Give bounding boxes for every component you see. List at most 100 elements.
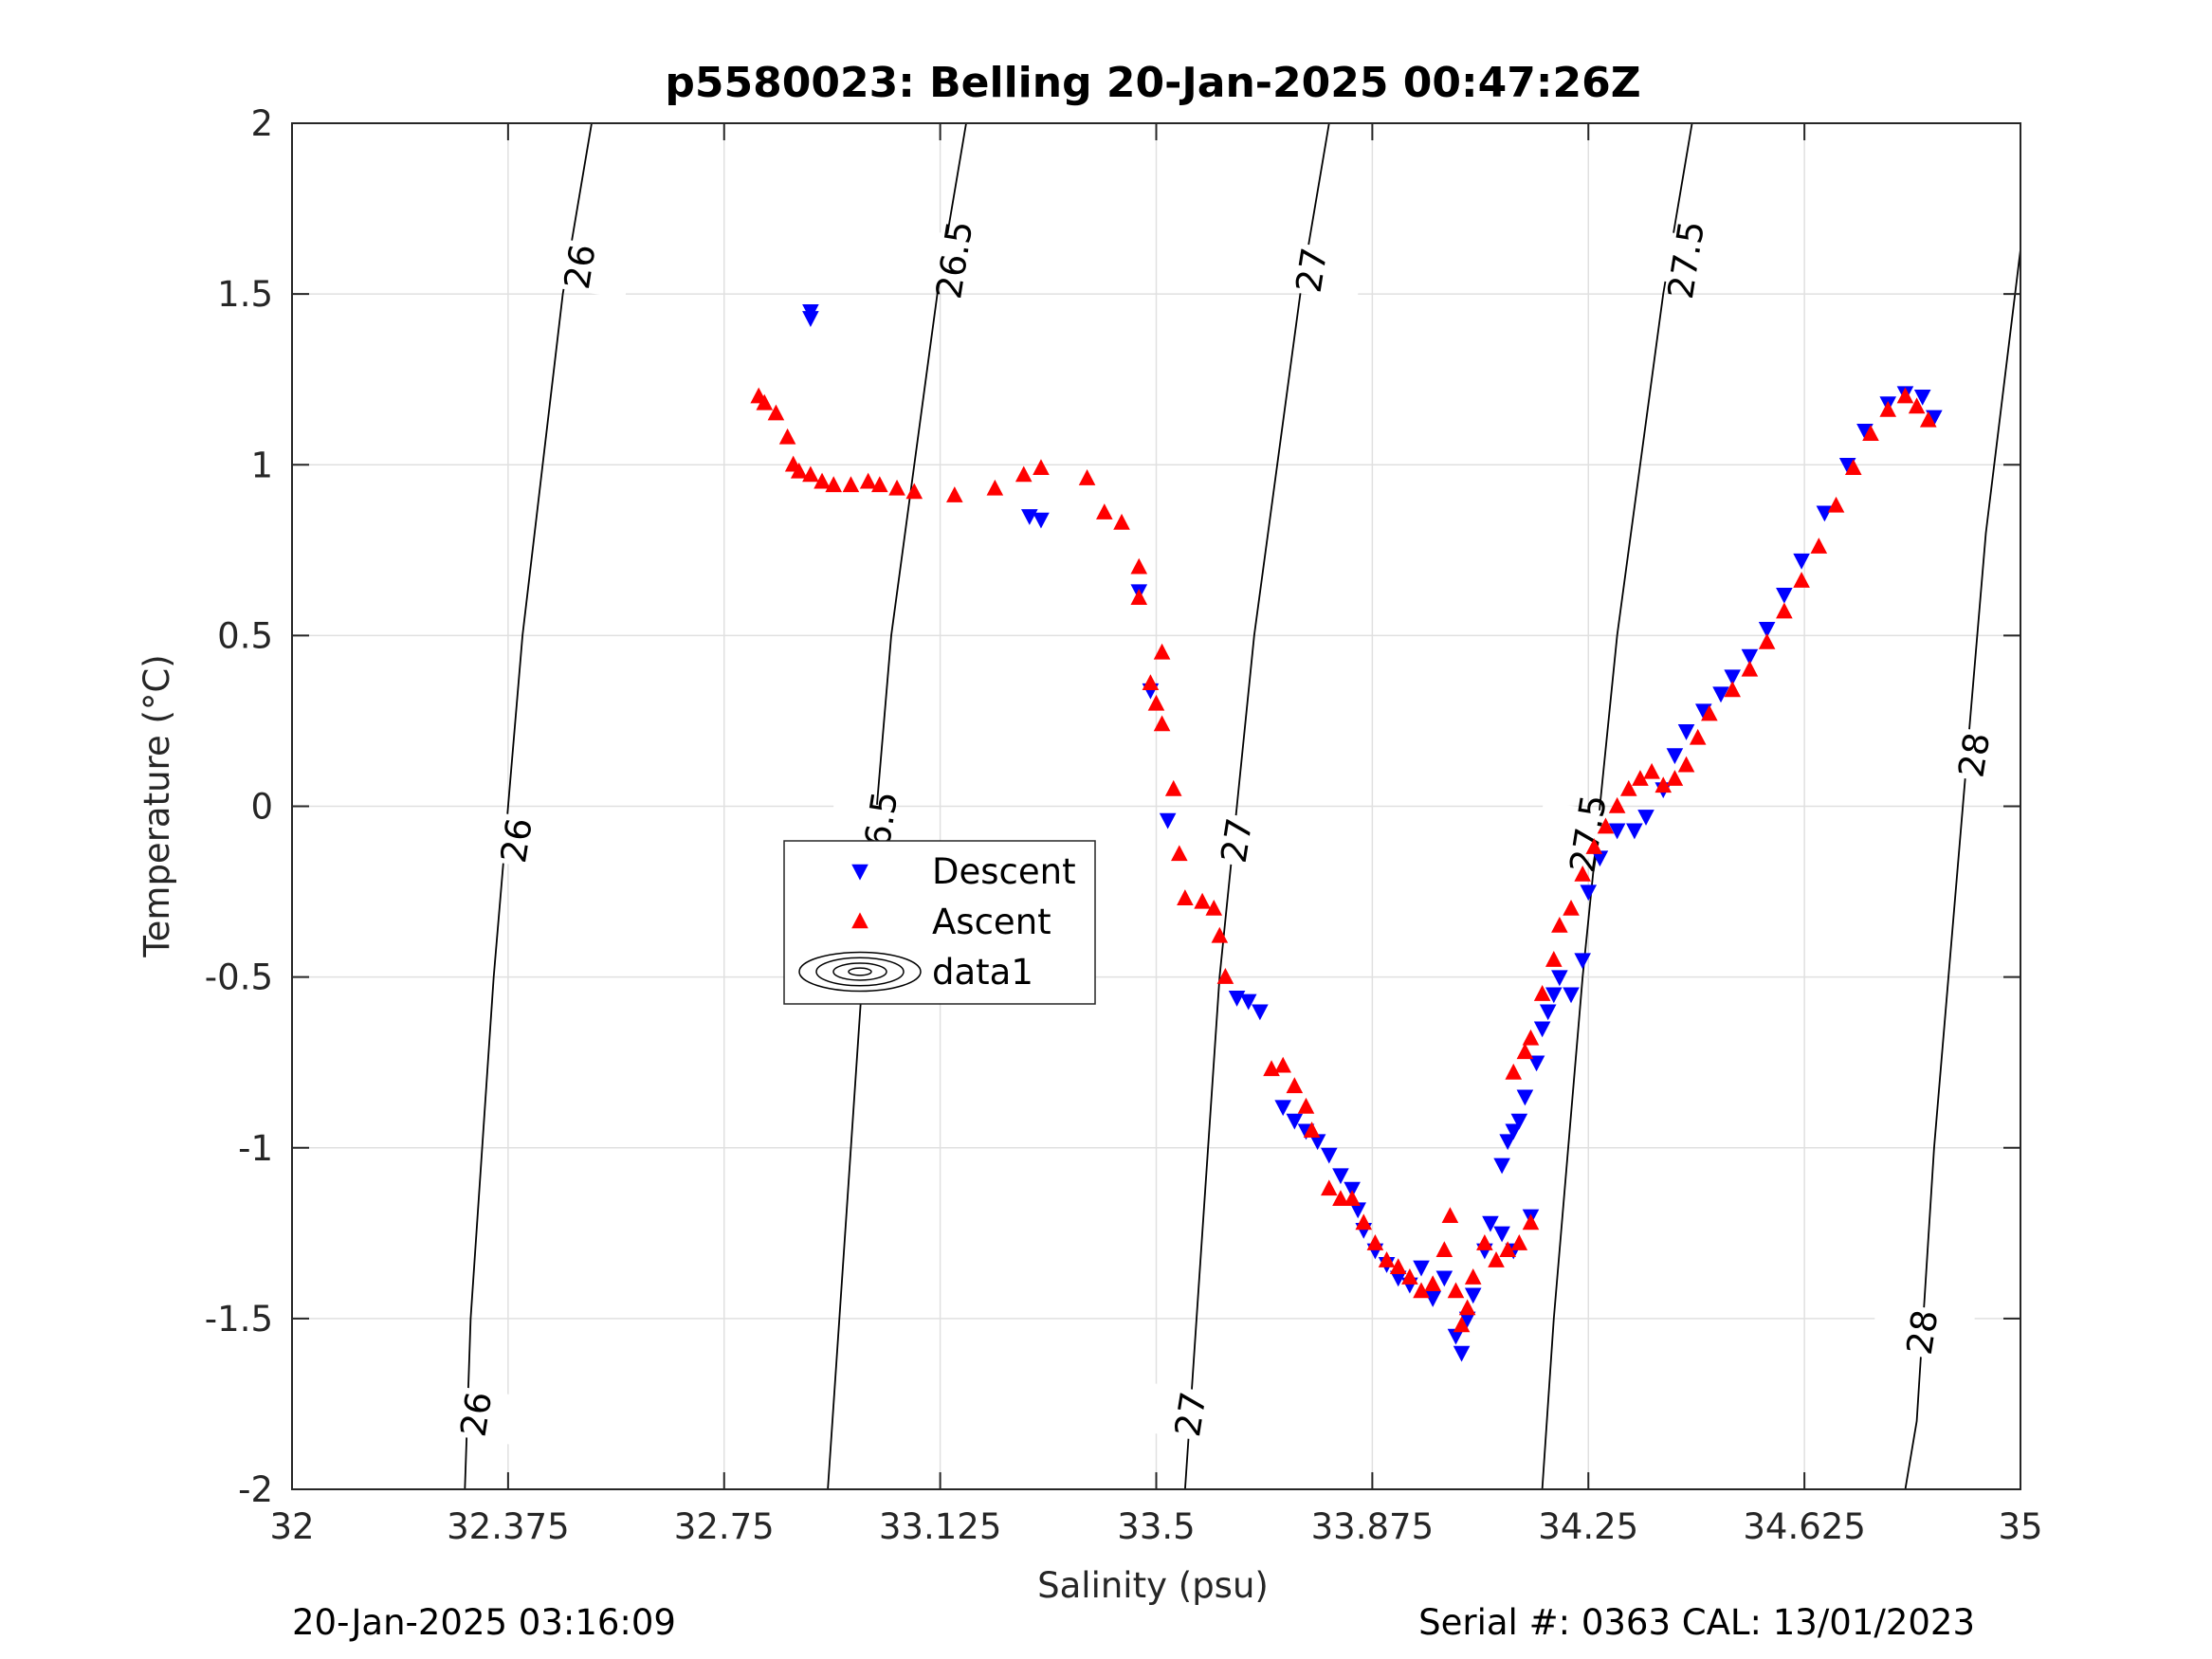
axes: 32 32.375 32.75 33.125 33.5 33.875 34.25 34.625… <box>205 103 2043 1547</box>
ascent-point <box>1563 899 1580 916</box>
legend-box <box>783 840 1096 1005</box>
descent-point <box>1308 1134 1326 1151</box>
ascent-point <box>814 472 831 489</box>
legend-descent-marker <box>851 864 868 881</box>
ascent-point <box>1643 762 1660 779</box>
descent-point <box>802 311 819 327</box>
descent-point <box>1758 621 1776 638</box>
descent-point <box>1793 553 1810 570</box>
ascent-point <box>1332 1190 1349 1206</box>
descent-point <box>1694 703 1712 720</box>
legend: Descent Ascent data1 <box>783 840 1096 1005</box>
descent-point <box>1591 850 1609 867</box>
ascent-point <box>1211 926 1229 943</box>
ascent-point <box>1776 602 1793 619</box>
ascent-point <box>1689 728 1707 745</box>
contour-label: 26 <box>557 242 604 292</box>
descent-point <box>1516 1089 1534 1106</box>
ascent-point <box>802 465 819 483</box>
contour-label-bg <box>464 808 570 873</box>
descent-point <box>1816 505 1834 522</box>
ascent-point <box>1919 410 1937 428</box>
ascent-point <box>1413 1282 1430 1299</box>
ascent-point <box>778 428 796 445</box>
data-points <box>750 303 1943 1362</box>
ascent-point <box>1355 1213 1373 1231</box>
ascent-point <box>1096 503 1113 520</box>
series-descent <box>802 303 1943 1362</box>
descent-point <box>1712 686 1729 703</box>
contour-label-bg <box>1535 801 1641 866</box>
grid <box>291 122 2021 1490</box>
descent-point <box>1252 1004 1269 1021</box>
descent-point <box>1838 458 1856 474</box>
ascent-point <box>986 479 1004 496</box>
ascent-point <box>1724 681 1741 698</box>
ascent-point <box>1205 899 1223 916</box>
descent-point <box>1505 1123 1523 1140</box>
ascent-point <box>1608 796 1626 813</box>
contour-label-bg <box>1138 1381 1244 1447</box>
ascent-point <box>1488 1251 1505 1267</box>
ascent-point <box>1378 1251 1396 1267</box>
descent-point <box>1677 724 1695 740</box>
descent-point <box>1321 1147 1338 1164</box>
ascent-point <box>1130 589 1148 605</box>
ascent-point <box>1441 1207 1459 1223</box>
descent-point <box>1510 1113 1528 1130</box>
ascent-point <box>767 404 785 421</box>
ascent-point <box>1879 401 1897 417</box>
ascent-point <box>1033 459 1050 476</box>
ascent-point <box>1113 513 1130 530</box>
descent-point <box>1563 987 1580 1004</box>
ascent-point <box>756 393 774 410</box>
ascent-point <box>1194 892 1211 909</box>
contour-label-bg <box>1184 808 1290 873</box>
descent-point <box>1856 424 1874 440</box>
descent-point <box>1724 669 1741 686</box>
ascent-point <box>1810 538 1828 554</box>
ascent-point <box>1015 465 1033 483</box>
legend-contour-marker <box>848 967 872 976</box>
descent-point <box>1482 1215 1499 1232</box>
y-tick-label: 0 <box>250 787 273 828</box>
descent-point <box>1464 1287 1482 1304</box>
y-tick-label: -1.5 <box>205 1299 273 1340</box>
contour-label: 27 <box>1167 1389 1215 1439</box>
contour-label-bg <box>1921 722 2027 788</box>
y-tick-label: -0.5 <box>205 957 273 998</box>
ascent-point <box>1401 1268 1418 1285</box>
ascent-point <box>1458 1299 1476 1316</box>
ascent-point <box>1632 770 1649 786</box>
descent-point <box>1533 1021 1551 1038</box>
ascent-point <box>1619 779 1637 796</box>
ascent-point <box>1153 643 1171 660</box>
ascent-point <box>1424 1275 1441 1292</box>
descent-point <box>1453 1345 1471 1362</box>
ascent-point <box>825 476 843 493</box>
ascent-point <box>1597 817 1615 834</box>
ascent-point <box>1862 425 1879 442</box>
ascent-point <box>790 462 808 479</box>
descent-point <box>1033 512 1050 529</box>
ascent-point <box>888 479 905 496</box>
descent-point <box>1493 1226 1510 1243</box>
descent-point <box>1574 953 1591 970</box>
y-tick-label: -1 <box>238 1128 273 1169</box>
descent-point <box>1666 748 1684 765</box>
descent-point <box>1637 810 1654 826</box>
contour-label: 28 <box>1899 1307 1947 1358</box>
y-tick-label: 1.5 <box>217 274 273 315</box>
ascent-point <box>1366 1234 1384 1250</box>
ascent-point <box>1701 704 1718 721</box>
ascent-point <box>946 486 963 502</box>
ascent-point <box>1908 397 1926 414</box>
contour-label-bg <box>1634 228 1739 292</box>
x-tick-label: 32.375 <box>447 1506 569 1547</box>
ascent-point <box>1896 387 1914 404</box>
x-axis-label: Salinity (psu) <box>1037 1565 1269 1606</box>
ascent-point <box>1522 1029 1540 1046</box>
series-ascent <box>750 387 1937 1333</box>
ascent-point <box>1827 496 1845 513</box>
y-tick-label: 0.5 <box>217 615 273 656</box>
